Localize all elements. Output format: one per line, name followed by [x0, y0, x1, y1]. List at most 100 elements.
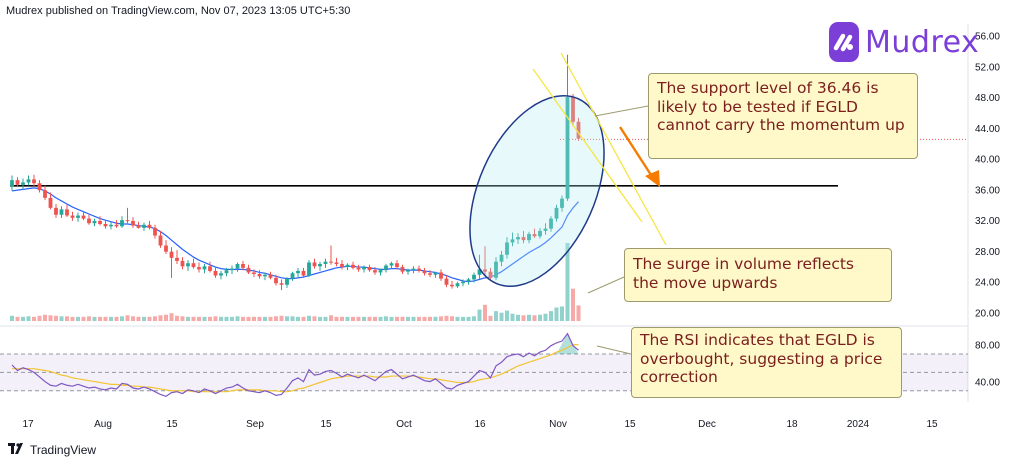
- candle-body: [444, 278, 449, 285]
- volume-bar: [477, 309, 482, 321]
- candle: [362, 265, 366, 273]
- volume-bar: [26, 316, 31, 321]
- candle: [395, 260, 399, 270]
- volume-bar: [252, 316, 256, 321]
- volume-bar: [505, 310, 509, 321]
- price-axis: 56.00 52.00 48.00 44.00 40.00 36.00 32.00 28.00…: [975, 32, 1000, 389]
- trend-line: [560, 52, 667, 246]
- volume-bar: [263, 316, 267, 321]
- candle-body: [279, 283, 284, 285]
- volume-bar: [499, 312, 504, 321]
- candle-body: [433, 272, 438, 275]
- volume-bars: [10, 243, 581, 321]
- candle: [257, 270, 262, 279]
- candle: [213, 267, 218, 278]
- candle-body: [510, 239, 515, 243]
- volume-bar: [81, 316, 86, 321]
- time-tick-label: 17: [22, 419, 34, 430]
- candle: [92, 218, 97, 227]
- candle: [494, 257, 498, 281]
- candle-body: [505, 242, 509, 255]
- volume-bar: [21, 316, 25, 321]
- volume-bar: [527, 314, 531, 321]
- candle-body: [191, 263, 196, 268]
- candle-body: [461, 281, 465, 284]
- candle-body: [263, 274, 267, 277]
- candle-body: [384, 265, 388, 271]
- candle-body: [197, 267, 201, 270]
- rsi-tick-label: 40.00: [975, 378, 1000, 389]
- candle-body: [312, 262, 317, 267]
- candle-body: [488, 271, 493, 278]
- volume-bar: [373, 316, 377, 321]
- volume-bar: [208, 316, 212, 321]
- candle: [21, 178, 25, 190]
- candle: [76, 212, 80, 222]
- volume-bar: [488, 315, 493, 321]
- candle: [307, 260, 311, 278]
- candle: [158, 230, 163, 248]
- volume-bar: [279, 315, 284, 321]
- rsi-line: [11, 332, 579, 397]
- candle: [301, 267, 306, 278]
- candle: [235, 262, 240, 272]
- volume-bar: [32, 316, 36, 321]
- volume-bar: [576, 305, 581, 321]
- candle: [65, 204, 69, 218]
- volume-bar: [433, 316, 438, 321]
- candle-body: [202, 266, 207, 270]
- candle-body: [114, 224, 119, 227]
- volume-bar: [351, 316, 355, 321]
- volume-bar: [235, 316, 240, 321]
- volume-bar: [312, 316, 317, 321]
- volume-bar: [120, 316, 124, 321]
- rsi-callout: The RSI indicates that EGLD is overbough…: [631, 327, 902, 398]
- candle-body: [428, 273, 432, 275]
- correction-arrow: [618, 126, 655, 179]
- volume-bar: [571, 288, 575, 321]
- volume-bar: [125, 315, 130, 321]
- candle: [120, 216, 124, 228]
- candle-body: [208, 266, 212, 271]
- time-axis: 17 Aug 15 Sep 15 Oct 16 Nov 15 Dec 18 2024 15: [22, 419, 938, 430]
- candle-body: [10, 180, 14, 187]
- candle: [263, 272, 267, 281]
- candle: [455, 281, 460, 288]
- support-callout: The support level of 36.46 is likely to …: [648, 73, 918, 159]
- tradingview-footer[interactable]: TradingView: [8, 442, 96, 457]
- candle: [472, 272, 476, 283]
- volume-bar: [59, 316, 64, 321]
- correction-arrowhead: [645, 170, 660, 187]
- volume-bar: [516, 314, 520, 321]
- candle-body: [230, 268, 234, 271]
- candle-body: [516, 237, 520, 240]
- candle-body: [175, 257, 179, 261]
- candle: [48, 192, 53, 210]
- candle: [488, 267, 493, 281]
- volume-bar: [92, 316, 97, 321]
- candle: [175, 250, 179, 264]
- price-tick-label: 20.00: [975, 308, 1000, 319]
- price-tick-label: 32.00: [975, 216, 1000, 227]
- candle-body: [329, 261, 333, 263]
- candle: [384, 264, 388, 273]
- volume-bar: [334, 316, 339, 321]
- volume-bar: [268, 316, 273, 321]
- volume-bar: [362, 316, 366, 321]
- candle: [554, 204, 559, 222]
- mudrex-brand: Mudrex: [829, 20, 979, 64]
- volume-bar: [549, 311, 553, 321]
- candle: [54, 204, 58, 218]
- candle-body: [274, 277, 278, 284]
- volume-bar: [560, 306, 564, 321]
- price-tick-label: 56.00: [975, 32, 1000, 43]
- candle: [532, 228, 537, 238]
- candle: [461, 279, 465, 287]
- volume-bar: [411, 316, 416, 321]
- volume-bar: [301, 316, 306, 321]
- candle: [483, 246, 487, 276]
- price-tick-label: 52.00: [975, 62, 1000, 73]
- candle-body: [554, 207, 559, 219]
- candle: [197, 262, 201, 273]
- time-tick-label: Dec: [698, 419, 716, 430]
